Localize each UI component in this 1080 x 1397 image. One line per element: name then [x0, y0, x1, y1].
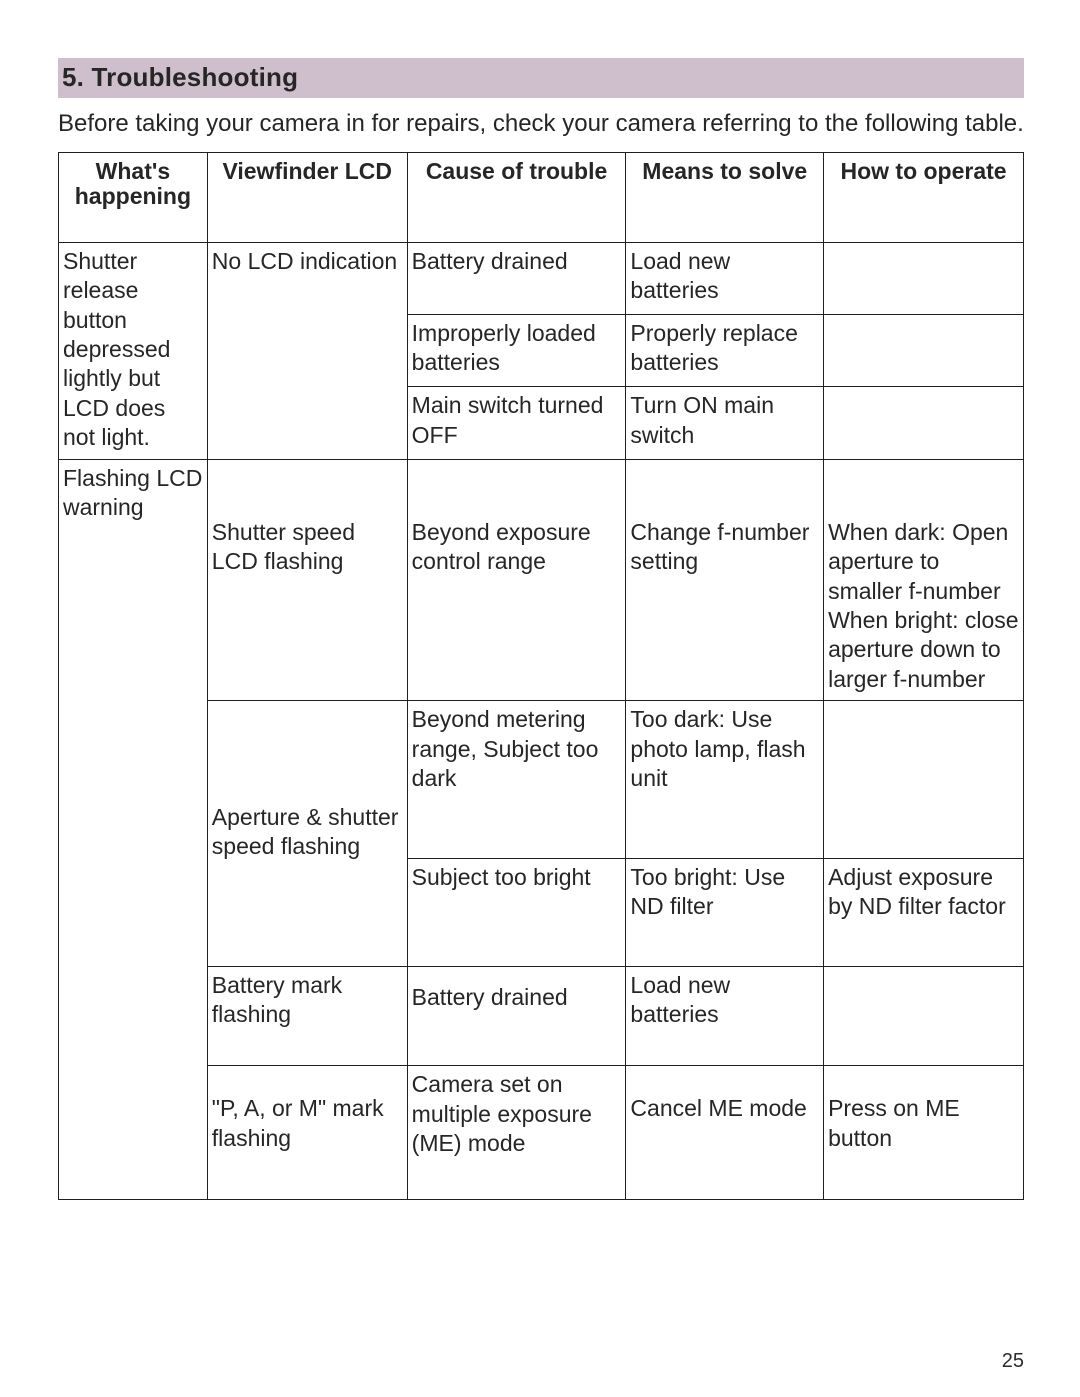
cell-operate	[824, 387, 1024, 459]
cell-cause: Improperly loaded batteries	[407, 315, 626, 387]
cell-cause: Beyond metering range, Subject too dark	[407, 701, 626, 858]
cell-viewfinder: "P, A, or M" mark flashing	[207, 1066, 407, 1199]
cell-viewfinder: Battery mark flashing	[207, 966, 407, 1066]
cell-means: Too dark: Use photo lamp, flash unit	[626, 701, 824, 858]
cell-means: Cancel ME mode	[626, 1066, 824, 1199]
cell-viewfinder: No LCD indication	[207, 242, 407, 459]
header-operate: How to operate	[824, 153, 1024, 242]
cell-means: Too bright: Use ND filter	[626, 858, 824, 966]
cell-operate: Press on ME button	[824, 1066, 1024, 1199]
table-header-row: What's happening Viewfinder LCD Cause of…	[59, 153, 1024, 242]
section-title: 5. Troubleshooting	[58, 58, 1024, 98]
cell-means: Properly replace batteries	[626, 315, 824, 387]
header-happening: What's happening	[59, 153, 208, 242]
cell-operate	[824, 242, 1024, 314]
intro-text: Before taking your camera in for repairs…	[58, 108, 1024, 140]
cell-means: Change f-number setting	[626, 459, 824, 701]
cell-symptom: Shutter release button depressed lightly…	[59, 242, 208, 459]
cell-operate	[824, 701, 1024, 858]
cell-cause: Beyond exposure control range	[407, 459, 626, 701]
cell-cause: Main switch turned OFF	[407, 387, 626, 459]
cell-symptom: Flashing LCD warning	[59, 459, 208, 1199]
troubleshooting-table: What's happening Viewfinder LCD Cause of…	[58, 152, 1024, 1199]
table-row: Flashing LCD warning Shutter speed LCD f…	[59, 459, 1024, 701]
cell-operate	[824, 315, 1024, 387]
cell-cause: Subject too bright	[407, 858, 626, 966]
cell-means: Load new batteries	[626, 966, 824, 1066]
table-row: Shutter release button depressed lightly…	[59, 242, 1024, 314]
header-means: Means to solve	[626, 153, 824, 242]
cell-cause: Battery drained	[407, 966, 626, 1066]
cell-viewfinder: Aperture & shutter speed flashing	[207, 701, 407, 966]
cell-means: Turn ON main switch	[626, 387, 824, 459]
cell-cause: Battery drained	[407, 242, 626, 314]
cell-operate: When dark: Open aperture to smaller f-nu…	[824, 459, 1024, 701]
cell-cause: Camera set on multiple exposure (ME) mod…	[407, 1066, 626, 1199]
header-viewfinder: Viewfinder LCD	[207, 153, 407, 242]
cell-means: Load new batteries	[626, 242, 824, 314]
cell-operate	[824, 966, 1024, 1066]
page-number: 25	[1002, 1350, 1024, 1373]
cell-operate: Adjust exposure by ND filter factor	[824, 858, 1024, 966]
cell-viewfinder: Shutter speed LCD flashing	[207, 459, 407, 701]
header-cause: Cause of trouble	[407, 153, 626, 242]
